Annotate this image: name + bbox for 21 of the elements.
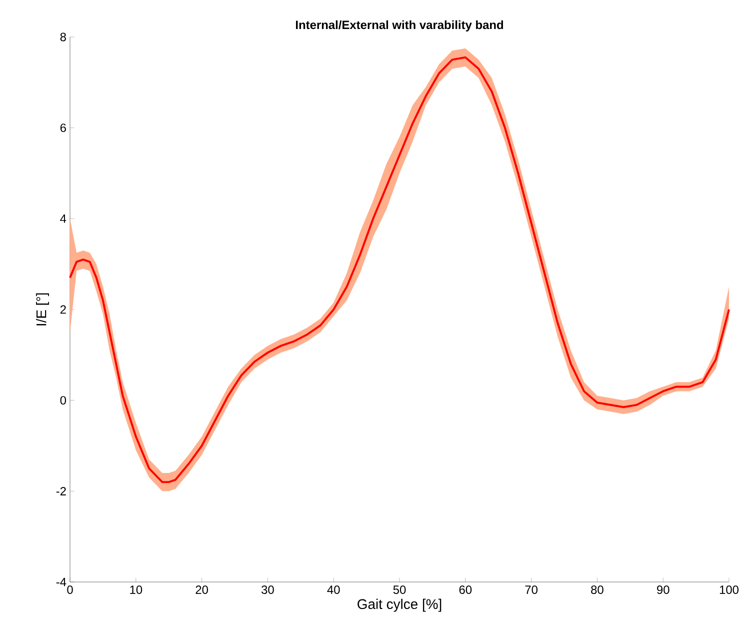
x-tick-label: 30 — [262, 586, 274, 594]
y-tick-label: 0 — [60, 396, 66, 405]
y-tick-label: 4 — [60, 214, 66, 223]
x-tick-label: 50 — [393, 586, 406, 594]
x-tick-label: 20 — [196, 586, 208, 594]
y-axis-title: I/E [°] — [36, 293, 50, 326]
y-tick-label: 6 — [60, 124, 66, 132]
x-tick-label: 90 — [657, 586, 670, 594]
x-tick-label: 60 — [459, 586, 472, 594]
x-axis-title: Gait cylce [%] — [358, 598, 442, 612]
x-tick-label: 10 — [130, 586, 142, 594]
x-tick-label: 0 — [67, 586, 73, 594]
x-tick-label: 80 — [591, 586, 604, 594]
x-tick-label: 100 — [720, 586, 739, 594]
y-tick-label: -4 — [56, 578, 66, 586]
y-tick-label: 8 — [60, 32, 66, 42]
x-tick-label: 70 — [525, 586, 538, 594]
y-tick-label: 2 — [60, 305, 66, 314]
chart-title: Internal/External with varability band — [296, 20, 504, 32]
x-tick-label: 40 — [327, 586, 340, 594]
y-tick-label: -2 — [56, 486, 66, 496]
